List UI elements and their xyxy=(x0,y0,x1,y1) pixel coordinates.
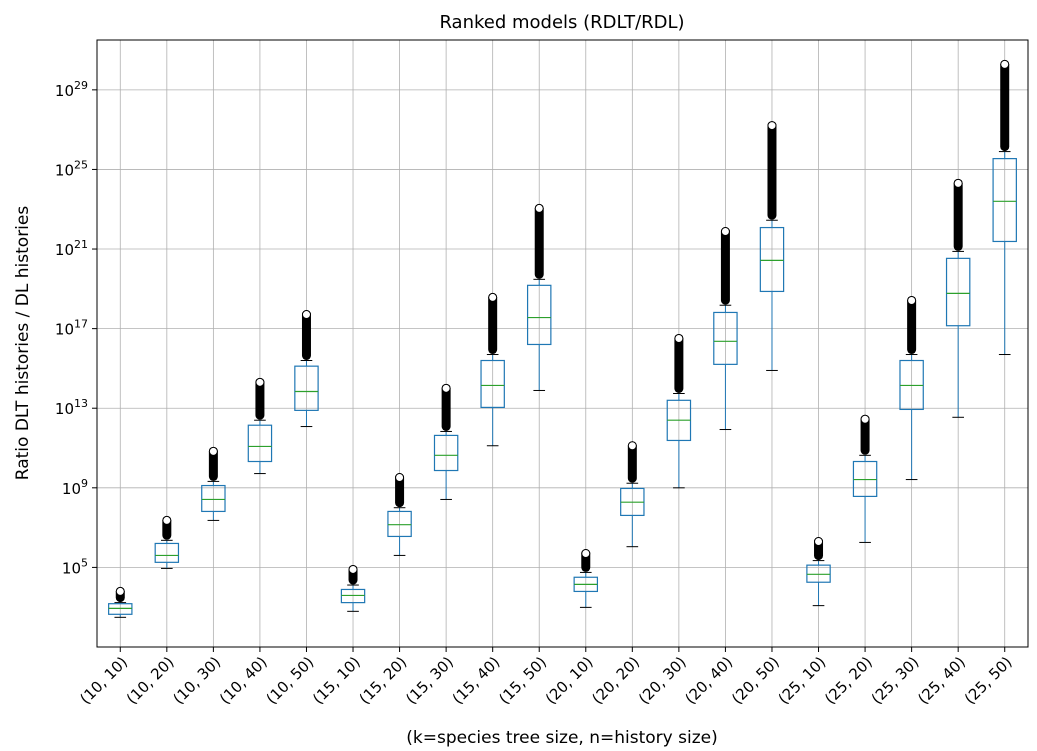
y-tick-label: 1013 xyxy=(55,397,88,418)
box xyxy=(294,365,319,411)
flier-max xyxy=(814,537,824,547)
y-tick-label: 1017 xyxy=(55,318,88,339)
flier-max xyxy=(907,295,917,305)
flier-max xyxy=(208,446,218,456)
box xyxy=(945,257,971,327)
flier-max xyxy=(395,472,405,482)
box xyxy=(387,510,412,538)
box xyxy=(433,434,459,472)
box xyxy=(759,226,785,293)
flier-max xyxy=(441,383,451,393)
box xyxy=(713,311,738,365)
flier-max xyxy=(720,227,730,237)
box xyxy=(852,460,878,498)
box xyxy=(526,284,552,346)
box xyxy=(806,564,831,583)
y-axis-label: Ratio DLT histories / DL histories xyxy=(13,206,33,481)
flier-max xyxy=(581,548,591,558)
flier-max xyxy=(115,586,125,596)
box xyxy=(154,542,180,563)
x-axis-label: (k=species tree size, n=history size) xyxy=(406,728,717,748)
flier-max xyxy=(1000,59,1010,69)
box xyxy=(201,484,226,513)
y-tick-label: 1025 xyxy=(55,158,88,179)
box xyxy=(992,158,1017,243)
flier-max xyxy=(301,310,311,320)
flier-max xyxy=(162,515,172,525)
box xyxy=(480,359,505,408)
flier-max xyxy=(860,414,870,424)
y-tick-label: 1021 xyxy=(55,238,88,259)
box xyxy=(247,424,273,463)
flier-max xyxy=(953,178,963,188)
chart-title: Ranked models (RDLT/RDL) xyxy=(439,12,684,33)
y-tick-label: 105 xyxy=(62,556,88,577)
flier-max xyxy=(767,121,777,131)
flier-max xyxy=(488,292,498,302)
flier-max xyxy=(255,377,265,387)
flier-max xyxy=(627,441,637,451)
flier-max xyxy=(348,564,358,574)
plot-frame xyxy=(96,39,1029,648)
flier-max xyxy=(674,333,684,343)
y-tick-label: 1029 xyxy=(55,79,88,100)
flier-max xyxy=(534,203,544,213)
y-tick-label: 109 xyxy=(62,477,88,498)
